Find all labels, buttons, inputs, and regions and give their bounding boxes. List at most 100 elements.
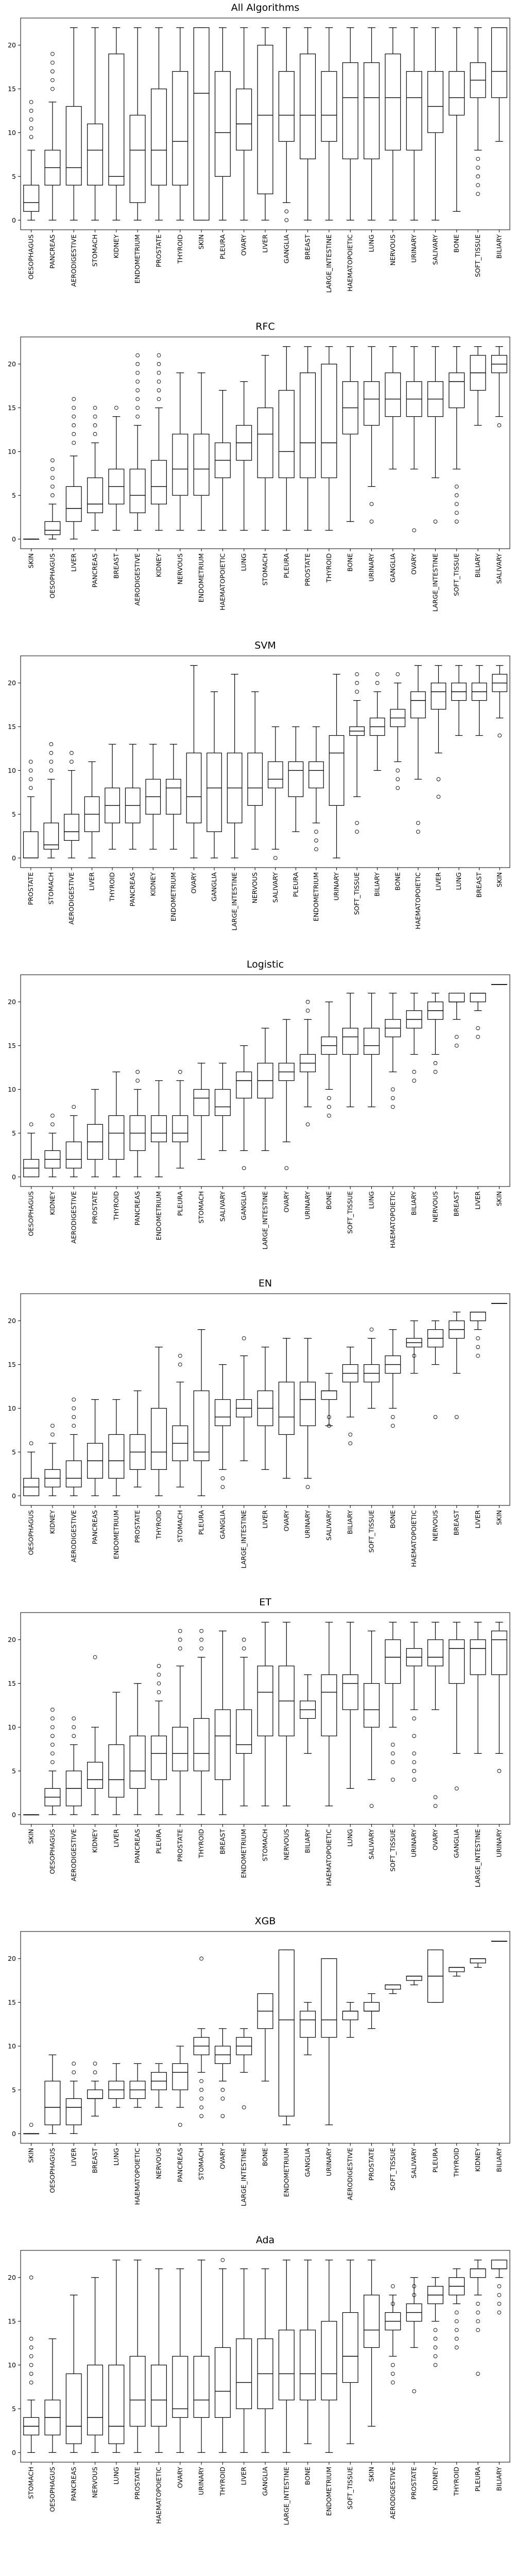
y-tick-label: 0 <box>12 535 16 543</box>
category-label: BREAST <box>304 234 312 260</box>
outlier-point <box>93 423 97 428</box>
box-group: LIVER <box>108 1691 125 1848</box>
box-iqr <box>491 1631 507 1675</box>
category-label: PROSTATE <box>176 1829 184 1862</box>
chart-panel: Ada 0 5 10 15 20 STOMACH OESOPHAGUS PANCREAS NERV… <box>8 2234 510 2525</box>
outlier-point <box>220 2088 225 2092</box>
y-tick-label: 10 <box>8 1404 16 1412</box>
box-iqr <box>129 468 146 513</box>
outlier-point <box>454 1035 459 1039</box>
box-group: BILIARY <box>491 2260 507 2491</box>
outlier-point <box>72 1406 76 1411</box>
outlier-point <box>50 1760 55 1765</box>
outlier-point <box>50 1716 55 1721</box>
outlier-point <box>178 1646 182 1651</box>
box-iqr <box>236 1709 252 1754</box>
chart-title: EN <box>259 1278 272 1289</box>
box-iqr <box>87 123 104 185</box>
category-label: OVARY <box>218 2148 226 2170</box>
category-label: PANCREAS <box>91 553 99 588</box>
category-label: SALIVARY <box>271 872 279 903</box>
box-group: LIVER <box>431 665 447 891</box>
category-label: LARGE_INTESTINE <box>240 1510 248 1568</box>
outlier-point <box>29 2336 33 2341</box>
outlier-point <box>72 2061 76 2066</box>
plot-frame <box>20 18 510 230</box>
outlier-point <box>327 1096 331 1100</box>
box-group: PLEURA <box>214 27 231 260</box>
box-group: PLEURA <box>288 726 304 897</box>
y-tick-label: 5 <box>12 1767 16 1775</box>
category-label: URINARY <box>495 1829 503 1857</box>
category-label: SALIVARY <box>368 1829 375 1860</box>
box-group: AERODIGESTIVE <box>65 27 82 287</box>
category-label: LARGE_INTESTINE <box>282 2467 290 2525</box>
outlier-point <box>454 2310 459 2315</box>
category-label: NERVOUS <box>431 1191 439 1223</box>
category-label: STOMACH <box>91 234 99 267</box>
outlier-point <box>50 476 55 480</box>
outlier-point <box>50 60 55 65</box>
category-label: NERVOUS <box>251 872 259 904</box>
box-group: PROSTATE <box>172 1629 188 1862</box>
box-group: LIVER <box>65 397 82 572</box>
outlier-point <box>390 2284 395 2289</box>
category-label: OVARY <box>190 872 197 894</box>
chart-title: XGB <box>255 1916 276 1927</box>
outlier-point <box>50 78 55 82</box>
box-iqr <box>193 2355 210 2418</box>
box-group: SOFT_TISSUE <box>385 1984 401 2191</box>
category-label: PANCREAS <box>48 234 56 269</box>
box-iqr <box>108 54 125 185</box>
category-label: URINARY <box>304 1510 312 1538</box>
box-iqr <box>321 71 337 142</box>
category-label: OESOPHAGUS <box>48 553 56 599</box>
outlier-point <box>72 1105 76 1109</box>
box-group: LARGE_INTESTINE <box>227 674 243 930</box>
box-iqr <box>278 2329 295 2401</box>
outlier-point <box>29 109 33 113</box>
box-group: LUNG <box>108 2260 125 2485</box>
y-tick-label: 5 <box>12 492 16 499</box>
outlier-point <box>390 1751 395 1756</box>
outlier-point <box>327 1105 331 1109</box>
box-group: ENDOMETRIUM <box>278 1950 295 2197</box>
y-tick-label: 5 <box>12 1129 16 1137</box>
outlier-point <box>454 493 459 498</box>
box-iqr <box>214 2347 231 2418</box>
outlier-point <box>369 1327 374 1332</box>
category-label: SOFT_TISSUE <box>346 2467 354 2510</box>
category-label: THYROID <box>453 2467 460 2497</box>
y-tick-label: 15 <box>8 404 16 412</box>
category-label: LUNG <box>240 553 248 571</box>
outlier-point <box>454 2345 459 2350</box>
box-group: GANGLIA <box>214 1364 231 1539</box>
category-label: PLEURA <box>282 553 290 579</box>
category-label: BONE <box>325 1191 333 1210</box>
outlier-point <box>49 742 54 747</box>
box-iqr <box>470 1639 486 1675</box>
outlier-point <box>454 519 459 524</box>
category-label: SOFT_TISSUE <box>389 1829 397 1872</box>
box-group: KIDNEY <box>87 1655 104 1853</box>
box-group: LIVER <box>84 761 100 891</box>
outlier-point <box>242 2105 246 2110</box>
outlier-point <box>50 467 55 471</box>
box-iqr <box>129 1735 146 1789</box>
category-label: LARGE_INTESTINE <box>325 234 333 293</box>
box-group: PANCREAS <box>87 1399 104 1544</box>
category-label: PLEURA <box>218 234 226 260</box>
box-group: LUNG <box>364 993 380 1209</box>
outlier-point <box>28 786 33 790</box>
outlier-point <box>72 1423 76 1428</box>
outlier-point <box>28 759 33 764</box>
box-iqr <box>321 1674 337 1737</box>
category-label: LIVER <box>261 234 269 253</box>
box-group: ENDOMETRIUM <box>166 743 181 921</box>
category-label: BONE <box>304 2467 312 2485</box>
box-group: BREAST <box>449 993 465 1216</box>
box-group: KIDNEY <box>427 2277 443 2490</box>
box-group: LUNG <box>364 27 380 252</box>
box-group: PANCREAS <box>87 405 104 588</box>
